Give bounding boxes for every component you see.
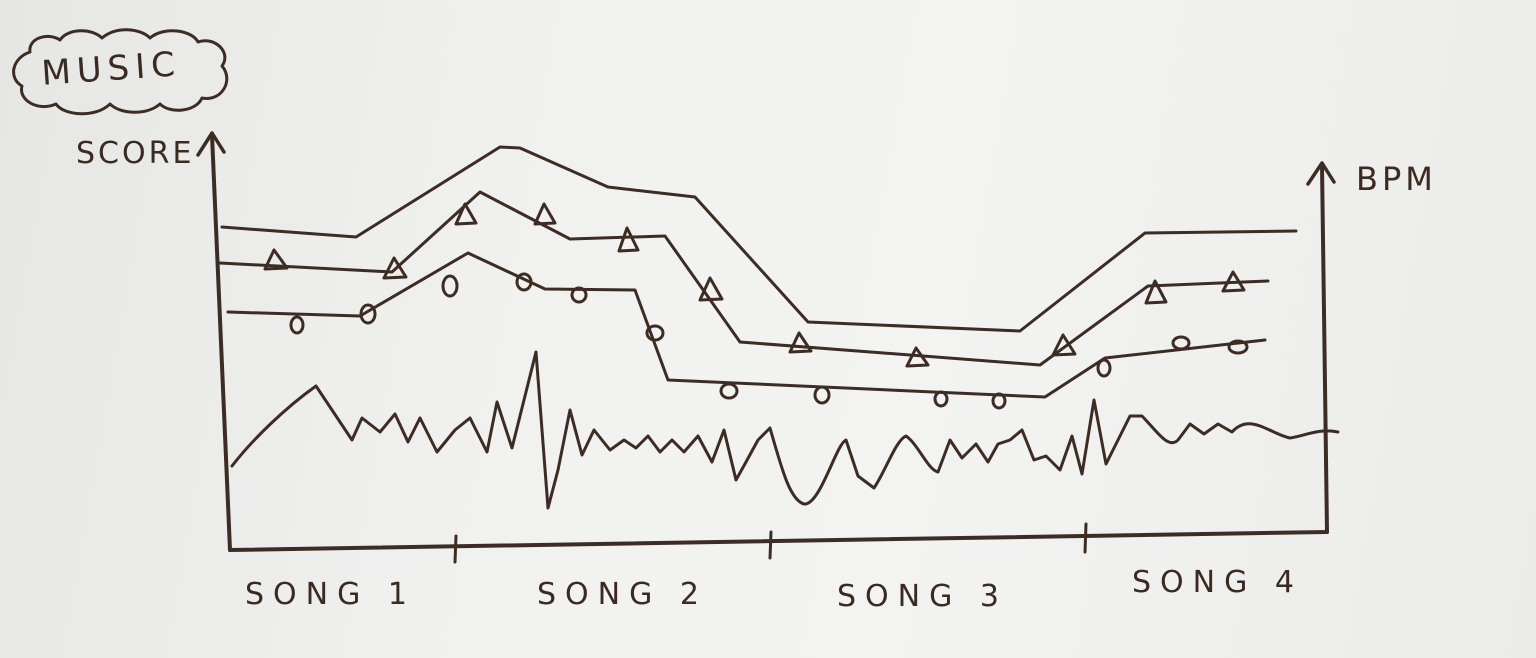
circle-icon [719,382,739,400]
music-cloud-badge: MUSIC [12,28,229,116]
circle-icon [933,390,949,408]
triangle-icon [617,226,640,253]
circle-icon [289,315,305,335]
circle-icon [515,272,533,292]
triangle-icon [1221,270,1246,293]
triangle-icon [788,331,813,354]
circle-icon [991,392,1007,410]
triangle-icon [382,256,408,280]
circle-icon [1171,335,1191,351]
left-axis [196,131,232,552]
triangle-icon [1051,333,1077,357]
music-label: MUSIC [40,44,182,94]
circle-icon [570,286,588,304]
right-axis [1306,161,1336,534]
triangle-icon [698,276,724,302]
circle-icon [645,324,665,342]
circle-icon [1227,339,1249,355]
x-axis [228,522,1329,564]
top-line [220,145,1298,333]
left-axis-label: SCORE [76,136,194,171]
circle-markers [289,272,1249,410]
circle-line [226,251,1267,399]
triangle-line [218,190,1270,367]
triangle-icon [1144,279,1168,305]
x-label-song-1: SONG 1 [245,577,416,612]
circle-icon [813,385,831,405]
circle-icon [441,274,459,298]
x-label-song-4: SONG 4 [1132,565,1303,600]
x-label-song-2: SONG 2 [537,577,708,612]
triangle-icon [905,346,930,368]
x-label-song-3: SONG 3 [837,579,1008,614]
triangle-icon [533,202,557,226]
bpm-waveform [230,350,1340,510]
triangle-icon [263,248,289,271]
right-axis-label: BPM [1356,160,1437,198]
circle-icon [359,303,377,325]
triangle-icon [454,202,478,226]
circle-icon [1096,358,1112,378]
triangle-markers [263,202,1246,368]
